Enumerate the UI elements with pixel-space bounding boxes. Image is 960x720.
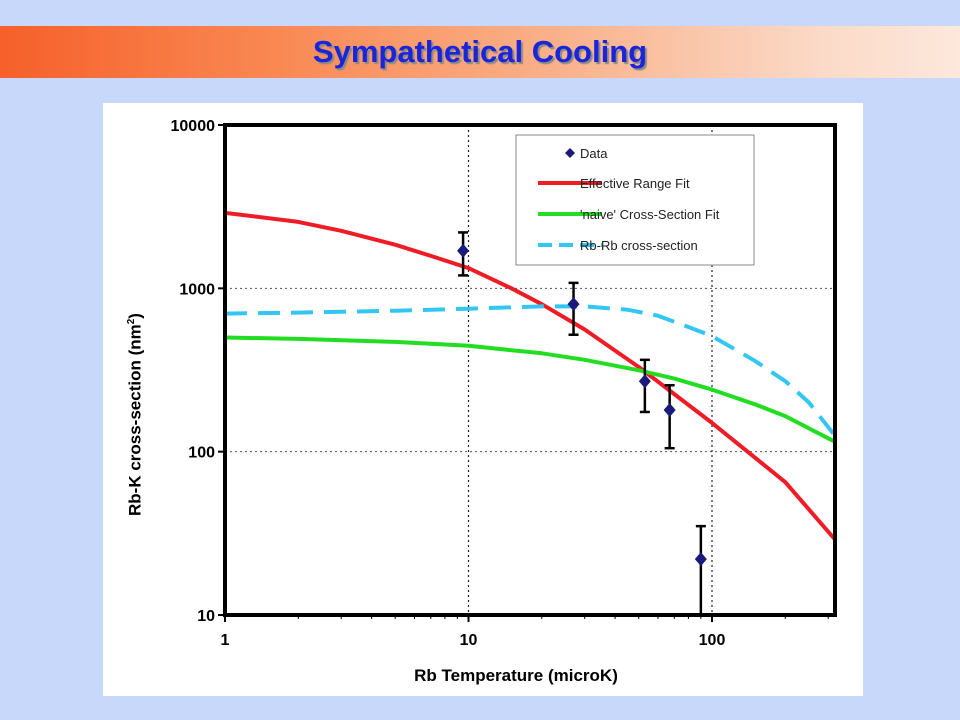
title-band [0,26,960,78]
series-line-rb-rb-cross-section [225,304,835,438]
legend-label: Rb-Rb cross-section [580,238,698,253]
x-tick-label: 1 [221,632,230,649]
data-point [694,552,707,567]
legend-label: 'naive' Cross-Section Fit [580,207,720,222]
x-axis-label: Rb Temperature (microK) [414,666,618,685]
axis-ticks: 10 100 1000 10000 1 10 100 [171,118,829,649]
chart-svg: 10 100 1000 10000 1 10 100 Data Effective Range… [171,118,837,685]
y-tick-label: 1000 [179,281,215,298]
data-points [457,231,707,617]
y-axis-label-prefix: Rb-K cross-section (nm [125,324,145,516]
slide-title: Sympathetical Cooling [312,34,648,69]
data-point [567,297,580,312]
y-tick-label: 10000 [171,118,216,135]
y-axis-label-suffix: ) [125,313,145,319]
x-tick-label: 100 [699,632,726,649]
legend-box [515,134,755,266]
legend-label: Effective Range Fit [580,176,690,191]
data-point [638,374,651,389]
data-point [457,243,470,258]
y-axis-label: Rb-K cross-section (nm2) [121,313,147,516]
series-lines [225,210,835,541]
series-line-effective-range-fit [225,210,835,541]
legend-marker-data [565,148,575,158]
legend: Data Effective Range Fit 'naive' Cross-Sec… [515,134,755,266]
y-tick-label: 10 [197,608,215,625]
y-axis-label-superscript: 2 [126,318,137,325]
y-tick-label: 100 [188,445,215,462]
x-tick-label: 10 [460,632,478,649]
data-point [663,402,676,417]
chart-panel: 10 100 1000 10000 1 10 100 Data Effective Range… [103,103,863,696]
series-line-naive-cross-section-fit [225,335,835,444]
plot-frame [223,123,837,617]
legend-label: Data [580,146,608,161]
